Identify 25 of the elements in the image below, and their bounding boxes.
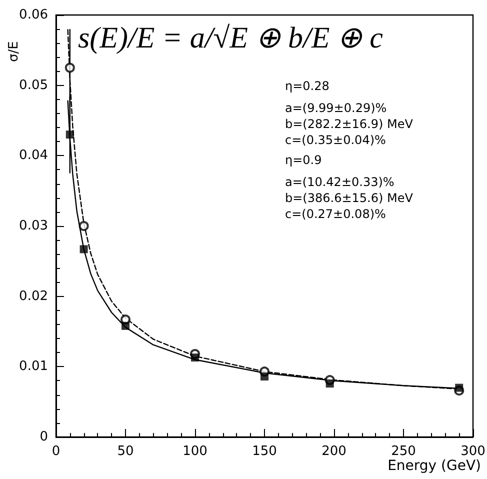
- annotation: η=0.28: [285, 79, 330, 93]
- x-tick-label: 50: [117, 444, 134, 459]
- x-axis-title: Energy (GeV): [388, 458, 482, 474]
- x-tick-label: 300: [460, 444, 486, 459]
- y-tick-label: 0.06: [19, 8, 48, 22]
- annotation: a=(9.99±0.29)%: [285, 101, 387, 115]
- y-tick-label: 0: [40, 430, 48, 444]
- x-tick-label: 100: [182, 444, 208, 459]
- y-tick-label: 0.05: [19, 78, 48, 93]
- annotation: c=(0.27±0.08)%: [285, 207, 386, 221]
- y-axis-title: σ/E: [6, 41, 22, 62]
- x-tick-label: 150: [252, 444, 277, 459]
- annotation: a=(10.42±0.33)%: [285, 175, 394, 189]
- annotation: b=(386.6±15.6) MeV: [285, 191, 414, 205]
- annotation: b=(282.2±16.9) MeV: [285, 117, 414, 131]
- chart-title: s(E)/E = a/√E ⊕ b/E ⊕ c: [78, 22, 383, 54]
- y-tick-label: 0.02: [19, 288, 48, 304]
- annotation: η=0.9: [285, 153, 322, 167]
- y-tick-label: 0.01: [19, 359, 48, 374]
- annotation: c=(0.35±0.04)%: [285, 133, 386, 147]
- x-tick-label: 250: [391, 444, 416, 459]
- y-tick-label: 0.03: [19, 218, 48, 234]
- y-tick-label: 0.04: [19, 148, 48, 164]
- x-tick-label: 200: [322, 444, 346, 459]
- x-tick-label: 0: [52, 444, 60, 459]
